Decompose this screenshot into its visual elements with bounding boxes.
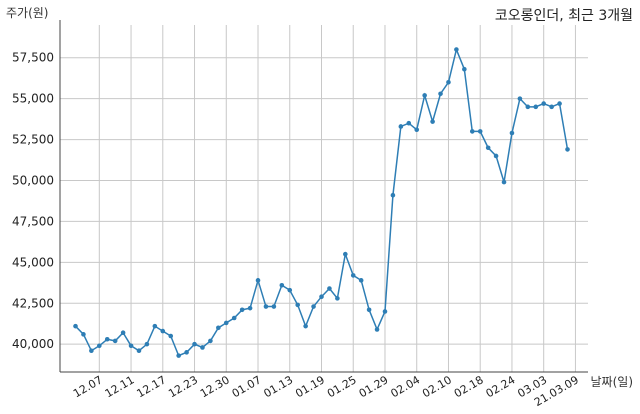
x-tick-labels: 12.0712.1112.1712.2312.3001.0701.1301.19… <box>71 373 581 409</box>
data-point <box>255 278 261 283</box>
data-point <box>295 302 300 308</box>
data-point <box>549 104 554 110</box>
data-point <box>303 323 308 329</box>
data-point <box>422 93 427 98</box>
axes <box>59 20 588 373</box>
data-point <box>462 66 467 72</box>
x-tick-label: 02.04 <box>388 373 422 400</box>
y-tick-label: 57,500 <box>12 51 54 65</box>
y-axis-label: 주가(원) <box>6 6 48 20</box>
data-point <box>485 145 491 151</box>
x-tick-label: 12.17 <box>135 373 169 400</box>
data-point <box>335 296 340 301</box>
data-point <box>469 129 475 134</box>
data-point <box>438 91 443 97</box>
data-point <box>104 336 110 342</box>
data-point <box>73 323 78 329</box>
data-point <box>223 320 229 326</box>
y-tick-labels: 40,000 42,500 45,000 47,500 50,000 52,500 55,0… <box>12 51 54 351</box>
price-points <box>73 47 570 358</box>
data-point <box>350 273 356 278</box>
grid-lines <box>60 25 588 372</box>
x-tick-label: 12.23 <box>166 373 200 400</box>
data-point <box>343 251 348 257</box>
data-point <box>493 153 499 159</box>
data-point <box>247 305 253 311</box>
x-tick-label: 01.19 <box>293 373 327 400</box>
data-point <box>144 341 150 347</box>
y-tick-label: 40,000 <box>12 337 54 351</box>
data-point <box>406 120 412 126</box>
chart-title: 코오롱인더, 최근 3개월 <box>495 8 633 24</box>
data-point <box>239 307 245 313</box>
data-point <box>446 79 451 85</box>
data-point <box>97 343 102 349</box>
x-tick-label: 01.29 <box>357 373 391 400</box>
y-tick-label: 52,500 <box>12 133 54 147</box>
data-point <box>184 350 189 355</box>
x-tick-label: 12.11 <box>103 373 137 400</box>
data-point <box>287 287 293 293</box>
data-point <box>112 338 118 344</box>
data-point <box>216 325 221 331</box>
data-point <box>358 278 364 283</box>
data-point <box>120 330 126 336</box>
y-tick-label: 50,000 <box>12 173 54 187</box>
x-tick-label: 02.10 <box>420 373 454 400</box>
data-point <box>319 294 324 300</box>
x-tick-label: 02.24 <box>484 373 518 400</box>
data-point <box>176 353 181 358</box>
data-point <box>192 341 197 347</box>
x-tick-label: 12.30 <box>198 373 232 400</box>
x-tick-label: 01.07 <box>230 373 264 400</box>
data-point <box>327 286 332 291</box>
data-point <box>398 124 404 129</box>
y-tick-label: 55,000 <box>12 92 54 106</box>
y-tick-label: 45,000 <box>12 255 54 269</box>
data-point <box>128 343 134 349</box>
data-point <box>454 47 459 52</box>
data-point <box>557 101 562 106</box>
x-axis-label: 날짜(일) <box>591 375 633 389</box>
data-point <box>374 327 380 332</box>
data-point <box>366 307 372 313</box>
data-point <box>160 328 166 334</box>
data-point <box>231 315 237 321</box>
x-tick-label: 12.07 <box>71 373 105 400</box>
data-point <box>271 304 277 309</box>
data-point <box>81 332 86 337</box>
data-point <box>382 309 388 314</box>
data-point <box>311 304 316 309</box>
x-tick-label: 01.13 <box>261 373 295 400</box>
data-point <box>541 101 546 106</box>
data-point <box>279 282 285 288</box>
data-point <box>509 130 515 136</box>
data-point <box>565 147 570 152</box>
x-tick-label: 02.18 <box>452 373 486 400</box>
data-point <box>89 348 94 354</box>
data-point <box>533 104 539 110</box>
data-point <box>136 348 142 354</box>
data-point <box>517 96 523 101</box>
data-point <box>390 192 396 198</box>
x-tick-label: 01.25 <box>325 373 359 400</box>
y-tick-label: 42,500 <box>12 296 54 310</box>
data-point <box>430 119 435 124</box>
data-point <box>525 104 531 110</box>
data-point <box>200 345 205 350</box>
data-point <box>414 127 420 133</box>
data-point <box>168 333 174 339</box>
data-point <box>477 129 483 134</box>
data-point <box>263 304 269 309</box>
data-point <box>208 338 213 344</box>
y-tick-label: 47,500 <box>12 214 54 228</box>
data-point <box>501 179 507 185</box>
data-point <box>152 323 158 329</box>
